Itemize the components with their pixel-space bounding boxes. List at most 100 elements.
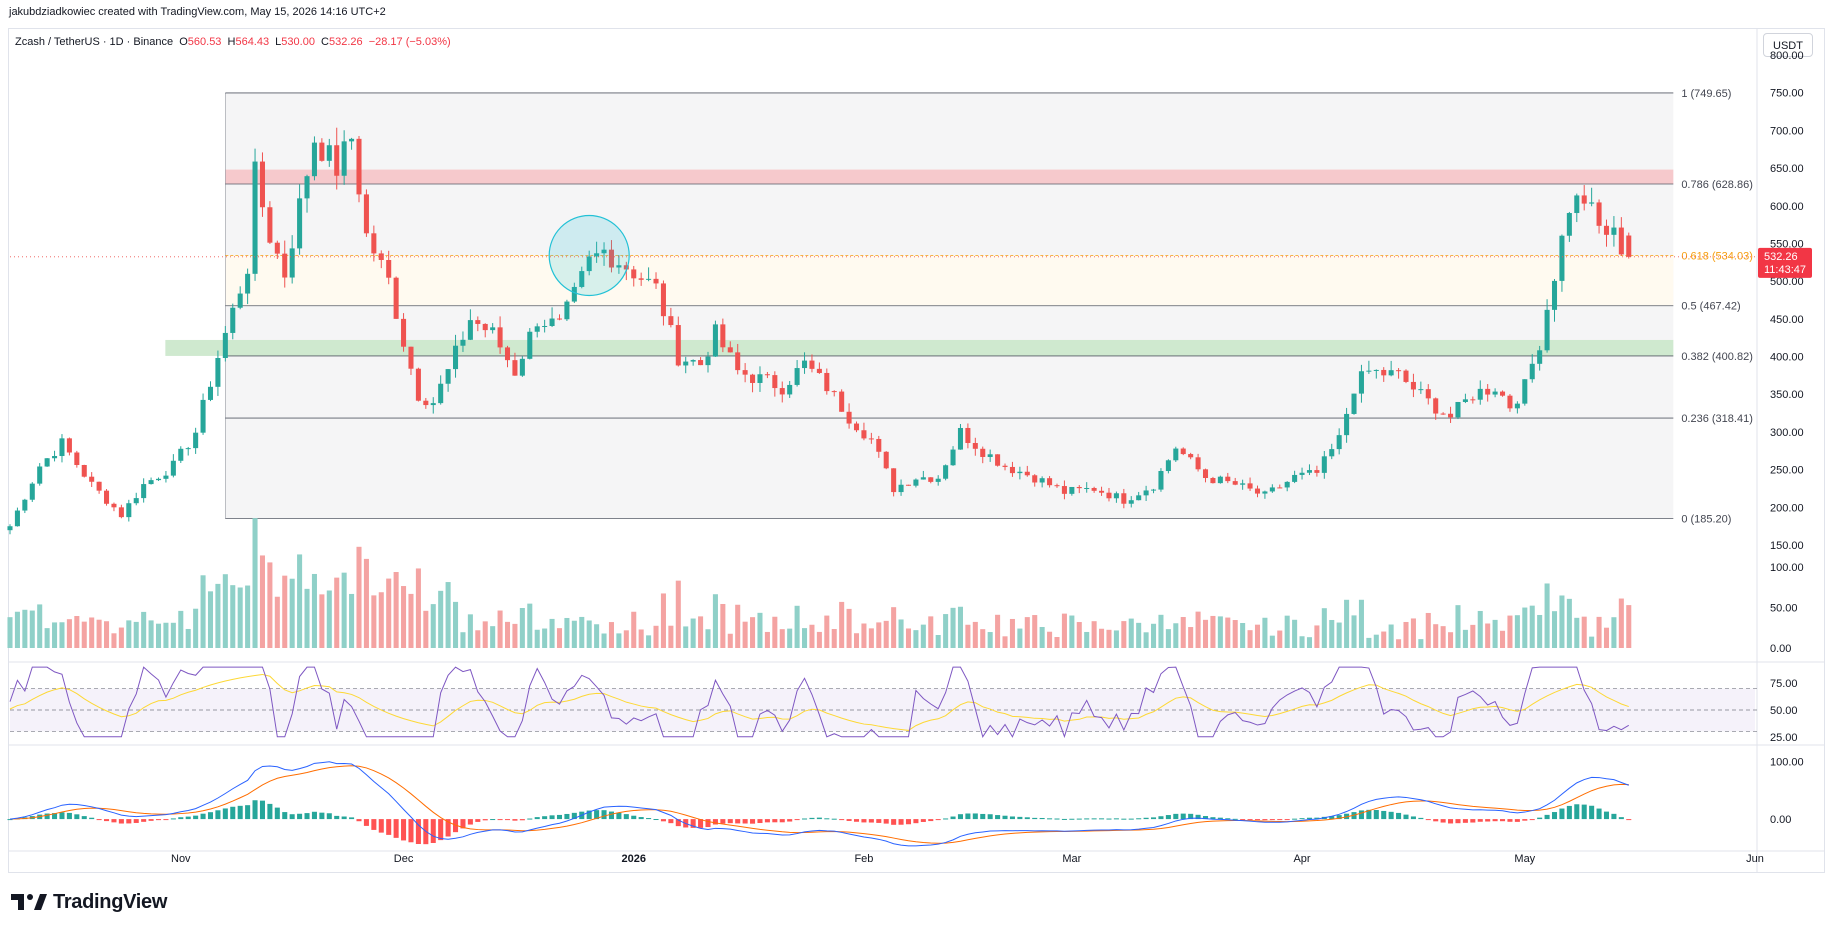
- currency-selector[interactable]: USDT: [1763, 33, 1813, 57]
- macd-histogram-bar: [445, 819, 451, 837]
- macd-histogram-bar: [816, 817, 822, 820]
- macd-histogram-bar: [1158, 816, 1164, 820]
- volume-bar: [868, 628, 874, 648]
- volume-bar: [802, 628, 808, 648]
- volume-bar: [334, 577, 340, 648]
- rsi-tick-label: 25.00: [1770, 732, 1798, 744]
- candle-body: [230, 307, 236, 333]
- macd-histogram-bar: [928, 819, 934, 822]
- volume-bar: [81, 621, 87, 648]
- candle-body: [482, 323, 488, 331]
- volume-bar: [193, 608, 199, 648]
- volume-bar: [326, 590, 332, 648]
- candle-body: [1596, 202, 1602, 226]
- macd-histogram-bar: [1128, 818, 1134, 820]
- candle-body: [311, 142, 317, 177]
- tradingview-brand[interactable]: TradingView: [11, 890, 167, 914]
- volume-bar: [935, 634, 941, 648]
- candle-body: [1626, 235, 1632, 257]
- macd-histogram-bar: [1232, 818, 1238, 820]
- candle-body: [1381, 369, 1387, 376]
- candle-body: [22, 499, 28, 511]
- macd-histogram-bar: [1537, 817, 1543, 820]
- macd-histogram-bar: [556, 814, 563, 820]
- candle-body: [1165, 460, 1171, 472]
- candle-body: [1314, 470, 1320, 473]
- candle-body: [259, 161, 265, 208]
- macd-histogram-bar: [794, 819, 800, 821]
- bar-countdown-label: 11:43:47: [1764, 264, 1806, 276]
- macd-histogram-bar: [1121, 818, 1127, 820]
- macd-histogram-bar: [1106, 818, 1112, 820]
- macd-histogram-bar: [616, 812, 622, 820]
- candle-body: [37, 466, 43, 484]
- candle-body: [1440, 413, 1446, 415]
- macd-histogram-bar: [245, 805, 251, 820]
- candle-body: [81, 465, 87, 477]
- candle-body: [1574, 195, 1580, 214]
- candle-body: [1180, 448, 1186, 455]
- macd-histogram-bar: [482, 819, 488, 821]
- candle-body: [1336, 435, 1342, 450]
- volume-bar: [1165, 629, 1171, 648]
- candle-body: [631, 269, 637, 279]
- volume-bar: [1329, 619, 1335, 648]
- volume-bar: [401, 586, 407, 648]
- candle-body: [794, 368, 800, 385]
- macd-histogram-bar: [1529, 819, 1535, 821]
- candle-body: [935, 478, 941, 482]
- volume-bar: [1574, 617, 1580, 648]
- volume-bar: [564, 617, 570, 648]
- volume-bar: [972, 621, 978, 648]
- volume-bar: [207, 591, 214, 648]
- candle-body: [1002, 465, 1008, 467]
- macd-histogram-bar: [1165, 815, 1171, 820]
- volume-bar: [764, 631, 770, 648]
- candle-body: [594, 253, 600, 257]
- macd-histogram-bar: [237, 805, 243, 820]
- candle-body: [750, 374, 756, 383]
- volume-bar: [274, 596, 280, 648]
- volume-bar: [1292, 619, 1298, 648]
- candle-body: [772, 375, 778, 389]
- volume-bar: [1277, 630, 1283, 648]
- macd-histogram-bar: [1262, 819, 1268, 821]
- candle-body: [207, 386, 214, 400]
- macd-histogram-bar: [1440, 819, 1446, 823]
- volume-bar: [178, 610, 184, 648]
- volume-bar: [1047, 631, 1053, 648]
- volume-bar: [1396, 639, 1402, 648]
- volume-bar: [453, 601, 459, 648]
- candle-body: [44, 458, 50, 467]
- candle-body: [66, 438, 72, 453]
- candle-body: [1448, 413, 1454, 418]
- candle-body: [460, 339, 466, 346]
- candle-body: [349, 138, 355, 142]
- symbol-name[interactable]: Zcash / TetherUS · 1D · Binance: [15, 36, 174, 48]
- macd-histogram-bar: [571, 812, 577, 820]
- price-tick-label: 500.00: [1770, 276, 1804, 288]
- volume-bar: [1433, 624, 1439, 648]
- macd-histogram-bar: [594, 810, 600, 820]
- candle-body: [1188, 454, 1194, 458]
- volume-bar: [1269, 635, 1275, 648]
- macd-histogram-bar: [1306, 817, 1312, 820]
- macd-histogram-bar: [564, 813, 570, 820]
- volume-bar: [987, 632, 993, 648]
- candle-body: [1551, 280, 1558, 310]
- volume-bar: [660, 593, 666, 648]
- candle-body: [816, 368, 822, 373]
- volume-bar: [133, 621, 139, 648]
- volume-bar: [839, 601, 845, 648]
- volume-bar: [185, 628, 191, 648]
- candle-body: [1522, 379, 1528, 404]
- volume-bar: [1084, 631, 1090, 648]
- volume-bar: [549, 618, 555, 648]
- volume-bar: [445, 582, 451, 648]
- candle-body: [1507, 395, 1513, 409]
- macd-histogram-bar: [1032, 817, 1038, 820]
- candle-body: [1232, 481, 1238, 485]
- candle-body: [1373, 369, 1379, 371]
- candle-body: [245, 273, 251, 294]
